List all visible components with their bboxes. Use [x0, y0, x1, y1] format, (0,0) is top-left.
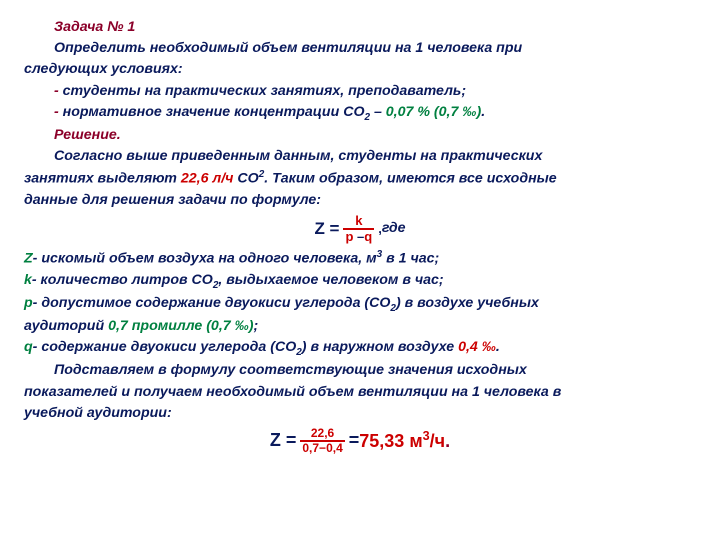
- intro-line-2: следующих условиях:: [24, 60, 696, 79]
- def-q-dot: .: [496, 339, 500, 355]
- def-p-1: p- допустимое содержание двуокиси углеро…: [24, 294, 696, 315]
- bullet-2-dot: .: [481, 104, 485, 120]
- para2-b-post: . Таким образом, имеются все исходные: [264, 171, 556, 187]
- formula1-where: где: [382, 219, 406, 238]
- bullet-2-text-a: нормативное значение концентрации СО: [63, 104, 365, 120]
- def-k-b: , выдыхаемое человеком в час;: [218, 272, 443, 288]
- formula2-den: 0,7−0,4: [300, 442, 344, 455]
- def-k: k- количество литров СО2, выдыхаемое чел…: [24, 271, 696, 292]
- def-z-a: - искомый объем воздуха на одного челове…: [33, 250, 377, 266]
- den-q: q: [364, 229, 372, 244]
- def-p-2: аудиторий 0,7 промилле (0,7 ‰);: [24, 317, 696, 336]
- bullet-2-value: 0,07 % (0,7 ‰): [386, 104, 481, 120]
- result-val: 75,33: [359, 431, 404, 451]
- bullet-2-sep: –: [370, 104, 386, 120]
- para2-a: Согласно выше приведенным данным, студен…: [24, 147, 696, 166]
- para2-b: занятиях выделяют 22,6 л/ч СО2. Таким об…: [24, 168, 696, 189]
- result-dot: .: [445, 431, 450, 451]
- para2-b-mid: СО: [233, 171, 258, 187]
- para2-c: данные для решения задачи по формуле:: [24, 191, 696, 210]
- formula1-den: p –q: [343, 230, 374, 244]
- formula2-num: 22,6: [309, 427, 336, 440]
- para3-c: учебной аудитории:: [24, 404, 696, 423]
- def-q-b: ) в наружном воздухе: [302, 339, 458, 355]
- def-q-a: - содержание двуокиси углерода (СО: [33, 339, 297, 355]
- problem-title: Задача № 1: [24, 18, 696, 37]
- formula2-result: 75,33 м3/ч.: [359, 428, 450, 453]
- bullet-2: - нормативное значение концентрации СО2 …: [24, 103, 696, 124]
- def-p-b: ) в воздухе учебных: [396, 295, 539, 311]
- formula2-lhs: Z =: [270, 428, 297, 452]
- def-k-sym: k: [24, 272, 32, 288]
- result-unit-b: /ч: [430, 431, 445, 451]
- formula2-fraction: 22,6 0,7−0,4: [300, 427, 344, 454]
- formula1-lhs: Z =: [314, 218, 339, 241]
- para3-b: показателей и получаем необходимый объем…: [24, 383, 696, 402]
- def-q: q- содержание двуокиси углерода (СО2) в …: [24, 338, 696, 359]
- formula-1: Z = k p –q , где: [24, 214, 696, 243]
- formula2-eq: =: [349, 428, 360, 452]
- def-p-val: 0,7 промилле (0,7 ‰): [108, 318, 253, 334]
- def-k-a: - количество литров СО: [32, 272, 213, 288]
- para3-a: Подставляем в формулу соответствующие зн…: [24, 361, 696, 380]
- def-z-sym: Z: [24, 250, 33, 266]
- formula1-num: k: [353, 214, 364, 228]
- para2-b-val: 22,6 л/ч: [181, 171, 234, 187]
- den-p: p: [345, 229, 357, 244]
- def-q-sym: q: [24, 339, 33, 355]
- result-sup: 3: [423, 429, 430, 443]
- bullet-dash: -: [54, 104, 63, 120]
- para2-b-pre: занятиях выделяют: [24, 171, 181, 187]
- def-p-sym: p: [24, 295, 33, 311]
- def-q-val: 0,4 ‰: [458, 339, 496, 355]
- bullet-dash: -: [54, 83, 63, 99]
- intro-line-1: Определить необходимый объем вентиляции …: [24, 39, 696, 58]
- solution-label: Решение.: [24, 126, 696, 145]
- result-unit-a: м: [404, 431, 422, 451]
- bullet-1: - студенты на практических занятиях, пре…: [24, 82, 696, 101]
- bullet-1-text: студенты на практических занятиях, препо…: [63, 83, 466, 99]
- def-p-c: аудиторий: [24, 318, 108, 334]
- def-z-b: в 1 час;: [382, 250, 439, 266]
- formula1-fraction: k p –q: [343, 214, 374, 243]
- def-z: Z- искомый объем воздуха на одного челов…: [24, 248, 696, 269]
- def-p-a: - допустимое содержание двуокиси углерод…: [33, 295, 391, 311]
- formula-2: Z = 22,6 0,7−0,4 = 75,33 м3/ч.: [24, 427, 696, 454]
- def-p-semi: ;: [254, 318, 259, 334]
